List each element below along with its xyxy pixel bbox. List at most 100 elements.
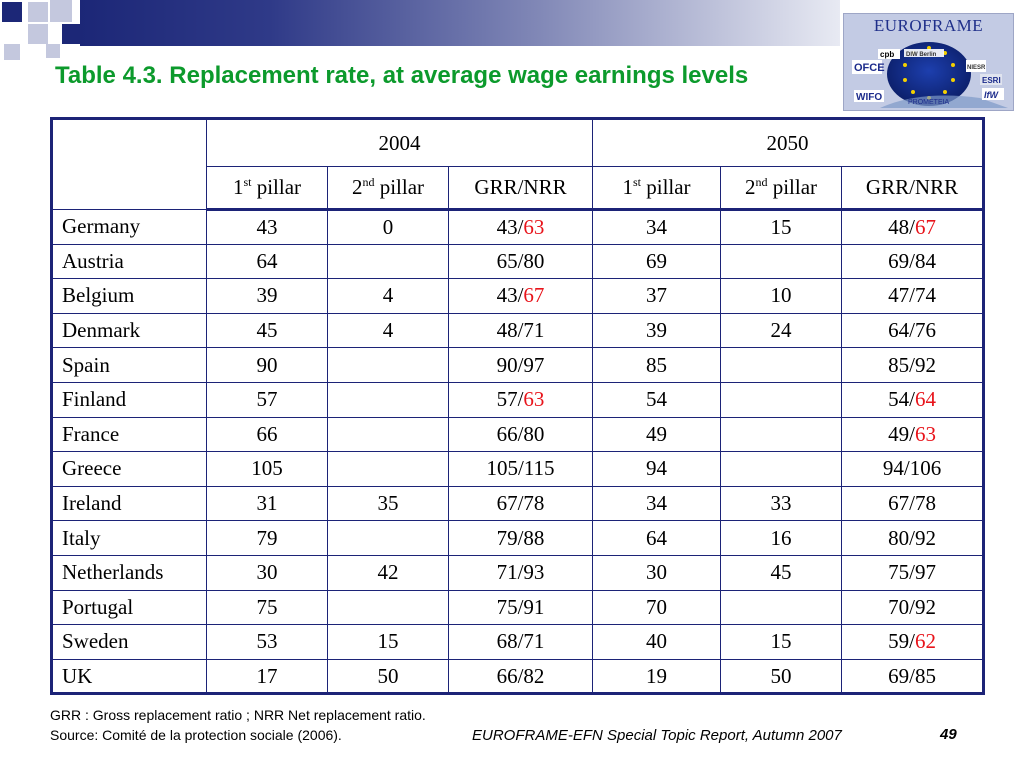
column-header: 2nd pillar bbox=[327, 166, 449, 211]
nrr-value: 106 bbox=[909, 456, 942, 481]
pillar1-2050-cell: 54 bbox=[592, 381, 722, 418]
grr-nrr-2050-cell: 47/74 bbox=[841, 278, 985, 314]
nrr-value: 67 bbox=[914, 214, 936, 239]
grr-nrr-2004-cell: 75/91 bbox=[447, 589, 594, 626]
grr-nrr-2050-cell: 59/62 bbox=[841, 624, 985, 660]
logo-label: WIFO bbox=[856, 92, 882, 103]
grr-value: 49/ bbox=[888, 421, 915, 446]
grr-nrr-2050-cell: 80/92 bbox=[841, 520, 985, 556]
grr-nrr-2004-cell: 79/88 bbox=[447, 520, 594, 556]
pillar2-2004-cell bbox=[327, 589, 449, 626]
pillar1-2004-cell: 75 bbox=[206, 589, 328, 626]
column-header-word: pillar bbox=[251, 175, 302, 199]
logo-label: IfW bbox=[984, 90, 999, 100]
page-number: 49 bbox=[940, 726, 957, 743]
pillar1-2004-cell: 64 bbox=[206, 243, 328, 280]
pillar2-2004-cell: 50 bbox=[327, 658, 449, 695]
grr-value: 94/ bbox=[882, 456, 910, 481]
column-header: 1st pillar bbox=[206, 166, 328, 211]
grr-value: 85/ bbox=[888, 352, 915, 377]
logo-graphic: cpb DIW Berlin OFCE WIFO ESRI IfW PROMET… bbox=[852, 42, 1008, 108]
pillar2-2050-cell: 24 bbox=[720, 312, 843, 349]
grr-nrr-2050-cell: 69/85 bbox=[841, 658, 985, 695]
country-cell: UK bbox=[51, 658, 207, 695]
grr-value: 48/ bbox=[888, 214, 915, 239]
grr-value: 43/ bbox=[496, 214, 524, 239]
pillar1-2050-cell: 70 bbox=[592, 589, 722, 626]
grr-value: 48/ bbox=[496, 318, 524, 343]
column-header: GRR/NRR bbox=[447, 166, 594, 211]
column-header-word: pillar bbox=[640, 175, 691, 199]
pillar1-2050-cell: 37 bbox=[592, 278, 722, 314]
nrr-value: 92 bbox=[914, 525, 936, 550]
grr-nrr-2050-cell: 85/92 bbox=[841, 347, 985, 383]
table-row: Belgium 39 4 43/67 37 10 47/74 bbox=[51, 278, 985, 314]
country-cell: Spain bbox=[51, 347, 207, 383]
column-header-ordinal: st bbox=[632, 175, 641, 189]
grr-nrr-2050-cell: 70/92 bbox=[841, 589, 985, 626]
pillar2-2050-cell bbox=[720, 589, 843, 626]
source-note: Source: Comité de la protection sociale … bbox=[50, 727, 342, 743]
pillar1-2004-cell: 31 bbox=[206, 485, 328, 522]
grr-value: 75/ bbox=[888, 560, 915, 585]
nrr-value: 63 bbox=[523, 214, 545, 239]
grr-value: 71/ bbox=[496, 560, 524, 585]
pillar1-2050-cell: 40 bbox=[592, 624, 722, 660]
country-cell: Finland bbox=[51, 381, 207, 418]
table-row: Italy 79 79/88 64 16 80/92 bbox=[51, 520, 985, 556]
pillar1-2004-cell: 90 bbox=[206, 347, 328, 383]
pillar1-2004-cell: 66 bbox=[206, 416, 328, 453]
logo-label: PROMETEIA bbox=[908, 99, 950, 106]
nrr-value: 74 bbox=[914, 283, 936, 308]
nrr-value: 63 bbox=[914, 421, 936, 446]
pillar2-2004-cell: 4 bbox=[327, 278, 449, 314]
pillar2-2050-cell: 45 bbox=[720, 554, 843, 591]
nrr-value: 93 bbox=[523, 560, 545, 585]
grr-nrr-2050-cell: 54/64 bbox=[841, 381, 985, 418]
pillar2-2004-cell: 4 bbox=[327, 312, 449, 349]
table-row: Finland 57 57/63 54 54/64 bbox=[51, 381, 985, 418]
decor-square bbox=[2, 2, 22, 22]
decor-square bbox=[46, 44, 60, 58]
nrr-value: 78 bbox=[523, 491, 545, 516]
grr-nrr-2004-cell: 66/82 bbox=[447, 658, 594, 695]
nrr-value: 97 bbox=[523, 352, 545, 377]
grr-value: 59/ bbox=[888, 629, 915, 654]
table-row: Ireland 31 35 67/78 34 33 67/78 bbox=[51, 485, 985, 522]
pillar2-2050-cell bbox=[720, 347, 843, 383]
pillar1-2004-cell: 79 bbox=[206, 520, 328, 556]
nrr-value: 115 bbox=[523, 456, 555, 481]
nrr-value: 78 bbox=[914, 491, 936, 516]
grr-value: 69/ bbox=[888, 248, 915, 273]
pillar2-2050-cell: 33 bbox=[720, 485, 843, 522]
pillar2-2050-cell bbox=[720, 451, 843, 487]
pillar2-2050-cell: 15 bbox=[720, 209, 843, 245]
country-cell: Austria bbox=[51, 243, 207, 280]
logo-title: EUROFRAME bbox=[873, 16, 984, 35]
grr-value: 65/ bbox=[496, 248, 524, 273]
grr-nrr-2004-cell: 43/67 bbox=[447, 278, 594, 314]
pillar2-2004-cell: 0 bbox=[327, 209, 449, 245]
pillar2-2004-cell bbox=[327, 243, 449, 280]
grr-nrr-2004-cell: 43/63 bbox=[447, 209, 594, 245]
header-row-columns: 1st pillar 2nd pillar GRR/NRR 1st pillar 2nd… bbox=[52, 166, 985, 211]
header-gradient-bar bbox=[80, 0, 840, 46]
pillar1-2004-cell: 57 bbox=[206, 381, 328, 418]
pillar1-2050-cell: 64 bbox=[592, 520, 722, 556]
grr-value: 70/ bbox=[888, 594, 915, 619]
pillar2-2050-cell: 16 bbox=[720, 520, 843, 556]
table-row: France 66 66/80 49 49/63 bbox=[51, 416, 985, 453]
nrr-value: 62 bbox=[914, 629, 936, 654]
pillar2-2050-cell: 50 bbox=[720, 658, 843, 695]
country-cell: Denmark bbox=[51, 312, 207, 349]
grr-value: 90/ bbox=[496, 352, 524, 377]
euroframe-logo: EUROFRAME cpb DIW Berlin OFCE WIFO ESRI bbox=[843, 13, 1014, 111]
pillar2-2004-cell bbox=[327, 381, 449, 418]
nrr-value: 92 bbox=[914, 594, 936, 619]
nrr-value: 64 bbox=[914, 387, 936, 412]
pillar2-2050-cell bbox=[720, 243, 843, 280]
country-cell: Ireland bbox=[51, 485, 207, 522]
grr-nrr-2004-cell: 65/80 bbox=[447, 243, 594, 280]
grr-nrr-2050-cell: 64/76 bbox=[841, 312, 985, 349]
pillar2-2004-cell bbox=[327, 451, 449, 487]
